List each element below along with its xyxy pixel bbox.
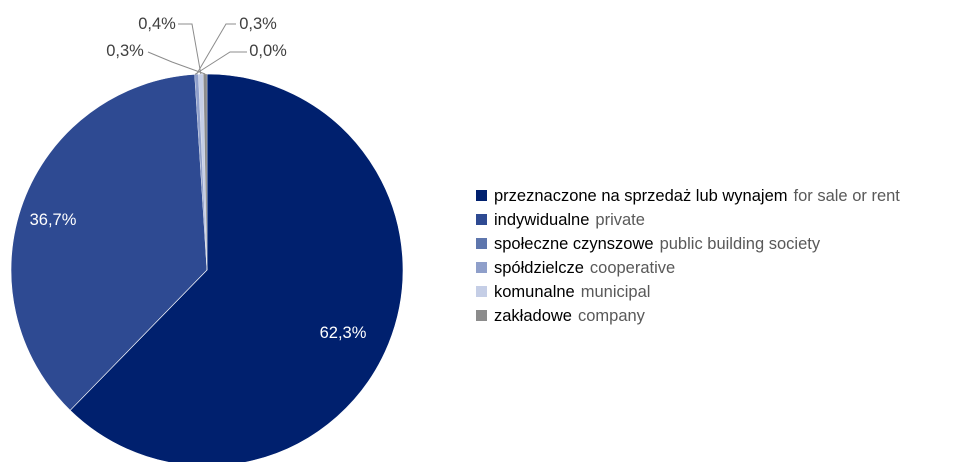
data-label: 0,4% — [138, 15, 176, 33]
pie-slices — [10, 73, 404, 462]
legend-label-pl: przeznaczone na sprzedaż lub wynajem — [494, 187, 788, 205]
pie-slice — [203, 73, 208, 271]
leader-line — [196, 23, 236, 75]
legend-swatch — [476, 214, 487, 225]
legend-swatch — [476, 190, 487, 201]
data-label: 62,3% — [320, 324, 367, 342]
legend-label-en: cooperative — [589, 259, 676, 277]
leader-line — [194, 51, 247, 75]
legend-item: komunalne municipal — [476, 282, 900, 306]
legend-swatch — [476, 286, 487, 297]
legend-label-en: private — [595, 211, 645, 229]
legend-label-pl: spółdzielcze — [494, 259, 584, 277]
legend-label-en: public building society — [659, 235, 821, 253]
legend-item: przeznaczone na sprzedaż lub wynajem for … — [476, 186, 900, 210]
legend-swatch — [476, 262, 487, 273]
data-label: 0,0% — [249, 42, 287, 60]
legend-label-en: municipal — [580, 283, 651, 301]
legend-label-pl: społeczne czynszowe — [494, 235, 654, 253]
data-labels: 62,3% 36,7% 0,0% 0,3% 0,4% 0,3% — [30, 15, 367, 342]
pie-slice — [10, 74, 208, 411]
legend-label-pl: zakładowe — [494, 307, 572, 325]
leader-lines — [147, 23, 247, 75]
legend: przeznaczone na sprzedaż lub wynajem for … — [476, 186, 900, 330]
data-label: 0,3% — [106, 42, 144, 60]
legend-item: spółdzielcze cooperative — [476, 258, 900, 282]
legend-label-pl: indywidualne — [494, 211, 590, 229]
leader-line — [147, 51, 206, 75]
data-label: 36,7% — [30, 211, 77, 229]
legend-swatch — [476, 238, 487, 249]
legend-item: społeczne czynszowe public building socie… — [476, 234, 900, 258]
legend-label-pl: komunalne — [494, 283, 575, 301]
legend-label-en: for sale or rent — [793, 187, 900, 205]
legend-item: zakładowe company — [476, 306, 900, 330]
pie-slice — [69, 73, 404, 462]
data-label: 0,3% — [239, 15, 277, 33]
legend-swatch — [476, 310, 487, 321]
legend-item: indywidualne private — [476, 210, 900, 234]
leader-line — [178, 23, 202, 75]
legend-label-en: company — [577, 307, 645, 325]
